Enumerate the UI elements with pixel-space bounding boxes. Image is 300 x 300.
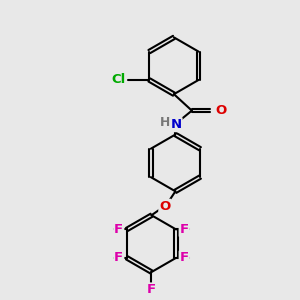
- Text: O: O: [215, 104, 226, 117]
- Text: H: H: [160, 116, 170, 129]
- Text: F: F: [114, 223, 123, 236]
- Text: N: N: [170, 118, 182, 131]
- Text: Cl: Cl: [111, 74, 125, 86]
- Text: F: F: [114, 251, 123, 264]
- Text: F: F: [180, 251, 189, 264]
- Text: O: O: [159, 200, 171, 213]
- Text: F: F: [147, 284, 156, 296]
- Text: F: F: [180, 223, 189, 236]
